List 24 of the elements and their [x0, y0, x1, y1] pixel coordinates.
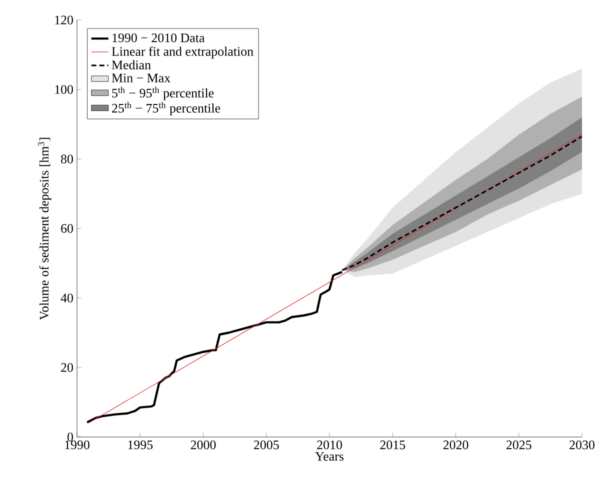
x-axis-title: Years [315, 452, 344, 461]
legend-label: 25$^{th}$ − 75$^{th}$ percentile [112, 102, 220, 116]
x-tick-label: 2025 [506, 440, 532, 450]
x-tick-label: 2020 [443, 440, 468, 450]
y-tick-label: 120 [55, 16, 73, 24]
x-tick-label: 2030 [570, 440, 594, 450]
y-tick-label: 60 [61, 224, 73, 233]
legend-label: Min − Max [112, 74, 170, 82]
y-tick-label: 80 [61, 154, 73, 164]
legend-label: Median [112, 60, 151, 70]
legend-label: 5$^{th}$ − 95$^{th}$ percentile [112, 86, 214, 100]
y-axis-title: Volume of sediment deposits [hm$^{3}$] [38, 138, 52, 320]
y-tick-label: 20 [61, 363, 73, 372]
legend-label: Linear fit and extrapolation [112, 46, 254, 58]
legend-label: 1990 − 2010 Data [112, 34, 205, 42]
y-tick-label: 100 [55, 85, 73, 94]
y-tick-label: 0 [68, 432, 73, 442]
y-tick-label: 40 [60, 294, 73, 302]
x-tick-label: 1995 [128, 440, 153, 450]
x-tick-label: 2005 [254, 440, 279, 450]
x-tick-label: 1990 [65, 440, 90, 450]
x-tick-label: 2010 [317, 440, 342, 450]
x-tick-label: 2015 [380, 440, 406, 450]
x-tick-label: 2000 [190, 440, 216, 450]
